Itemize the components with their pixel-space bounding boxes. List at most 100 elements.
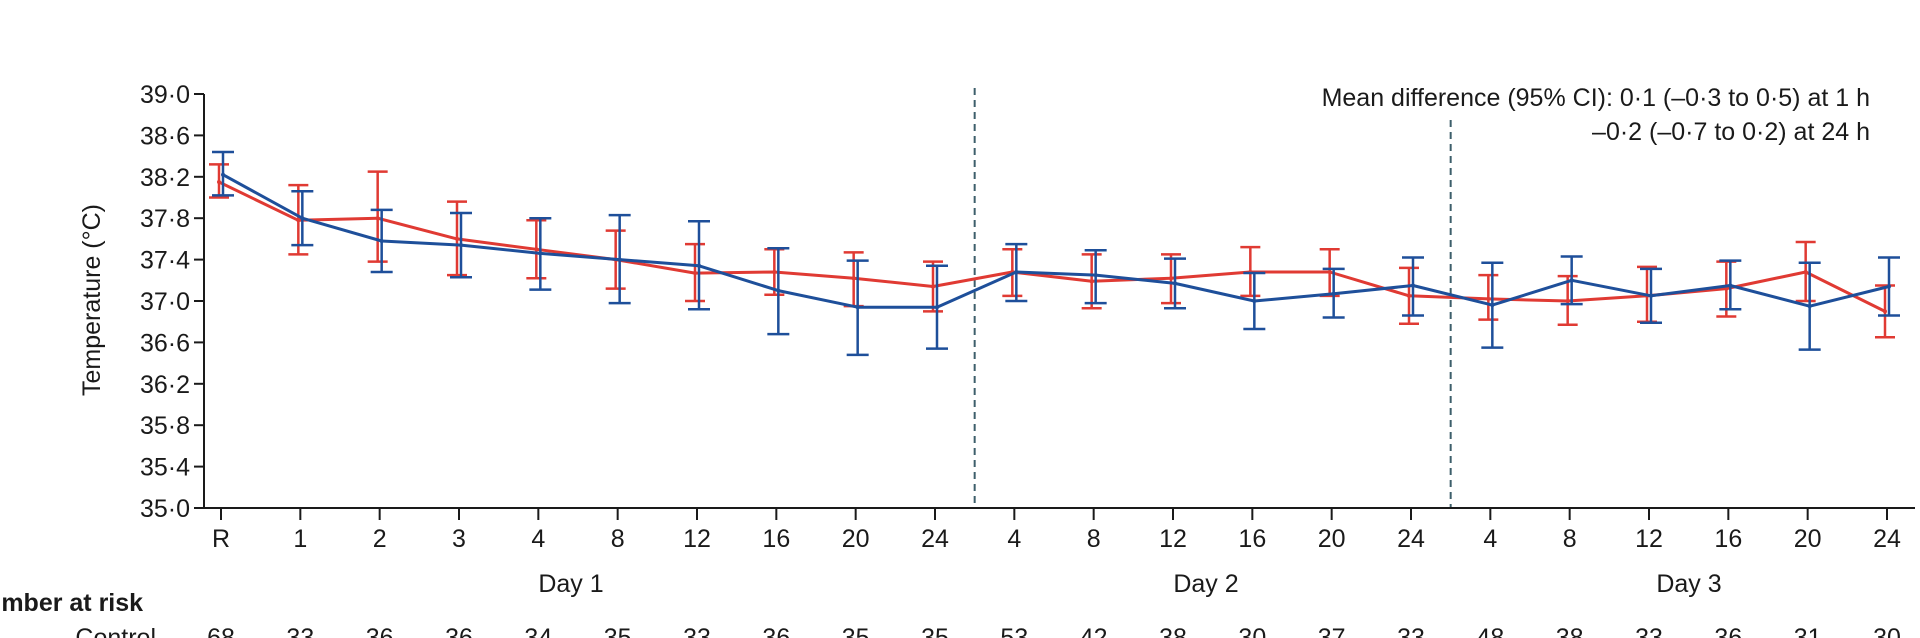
y-tick-label: 35·8 [140,412,190,440]
x-tick-label: 4 [531,525,545,553]
y-tick-label: 37·4 [140,247,190,275]
data-point-blue [1649,293,1653,298]
data-point-red [296,218,301,223]
data-point-blue [1728,283,1733,288]
risk-value-control: 42 [1080,624,1108,638]
data-point-blue [1807,304,1812,309]
risk-value-control: 48 [1476,624,1504,638]
series-red [209,163,1895,339]
day-label-3: Day 3 [1656,570,1721,598]
x-tick-label: 8 [1087,525,1101,553]
data-point-blue [1173,281,1177,286]
risk-value-control: 38 [1159,624,1187,638]
risk-value-control: 30 [1873,624,1901,638]
y-tick-label: 38·6 [140,122,190,150]
data-point-red [772,270,777,275]
risk-value-control: 31 [1794,624,1822,638]
series-line-red [218,180,1886,313]
risk-value-control: 38 [1556,624,1584,638]
data-point-blue [1093,273,1098,278]
x-axis: R 1 2 3 4 8 12 16 20 24 4 8 12 16 20 24 4 8 12 16 20 24 [204,507,1915,553]
x-tick-label: 16 [762,525,790,553]
data-point-blue [697,263,701,268]
data-point-red [1169,276,1173,281]
x-tick-label: 8 [1563,525,1577,553]
day-label-1: Day 1 [538,570,603,598]
x-tick-label: 4 [1483,525,1497,553]
data-point-red [931,284,935,289]
data-point-blue [935,305,939,310]
x-tick-label: 8 [611,525,625,553]
y-tick-label: 36·6 [140,329,190,357]
risk-value-control: 37 [1318,624,1346,638]
risk-value-control: 33 [1635,624,1663,638]
x-tick-label: 12 [683,525,711,553]
data-point-blue [1490,303,1495,308]
x-tick-label: 1 [293,525,307,553]
risk-value-control: 36 [762,624,790,638]
x-tick-label: 20 [1318,525,1346,553]
data-point-red [1089,279,1094,284]
data-point-blue [1252,299,1257,303]
data-point-red [1327,270,1332,275]
x-tick-label: R [212,525,230,553]
data-point-blue [1014,270,1019,275]
annotation-line-2: –0·2 (–0·7 to 0·2) at 24 h [1592,118,1870,146]
y-axis-label: Temperature (°C) [78,204,106,396]
data-point-red [1803,270,1808,275]
data-point-blue [855,305,860,310]
x-tick-label: 2 [373,525,387,553]
y-tick-label: 37·8 [140,205,190,233]
series-blue [212,150,1900,357]
x-tick-label: 24 [1873,525,1901,553]
data-point-blue [459,243,463,248]
data-point-red [375,216,380,221]
x-tick-label: 12 [1635,525,1663,553]
x-tick-label: 3 [452,525,466,553]
x-tick-label: 20 [1794,525,1822,553]
risk-value-control: 33 [286,624,314,638]
data-point-red [1883,309,1887,314]
risk-value-control: 30 [1238,624,1266,638]
x-tick-label: 20 [842,525,870,553]
data-point-red [534,247,539,252]
risk-value-control: 35 [842,624,870,638]
y-tick-label: 39·0 [140,81,190,109]
risk-value-control: 34 [524,624,552,638]
risk-value-control: 35 [921,624,949,638]
data-point-red [1565,299,1570,303]
risk-value-control: 33 [1397,624,1425,638]
x-tick-label: 16 [1714,525,1742,553]
y-tick-label: 35·0 [140,495,190,523]
x-tick-label: 24 [921,525,949,553]
x-tick-label: 12 [1159,525,1187,553]
day-label-2: Day 2 [1173,570,1238,598]
data-point-blue [1887,284,1891,289]
data-point-blue [1411,283,1415,288]
y-tick-label: 36·2 [140,371,190,399]
data-point-blue [1331,291,1336,296]
number-at-risk-heading: Number at risk [0,589,143,617]
control-label: Control [75,624,156,638]
number-at-risk-table: 68 33 36 36 34 35 33 36 35 35 53 42 38 30 37 33 48 38 33 36… [207,624,1901,638]
data-point-blue [1569,278,1574,283]
annotation-line-1: Mean difference (95% CI): 0·1 (–0·3 to 0… [1322,84,1870,112]
data-point-blue [776,288,781,293]
risk-value-control: 35 [604,624,632,638]
x-tick-label: 24 [1397,525,1425,553]
data-point-blue [538,251,543,256]
data-point-blue [221,172,225,177]
risk-value-control: 53 [1000,624,1028,638]
series-line-blue [222,173,1890,309]
data-point-red [1486,296,1491,301]
data-point-red [217,179,221,184]
y-tick-label: 37·0 [140,288,190,316]
y-tick-label: 35·4 [140,454,190,482]
risk-value-control: 36 [366,624,394,638]
y-axis: 39·0 38·6 38·2 37·8 37·4 37·0 36·6 36·2 35·8 35·4… [140,81,205,523]
data-point-red [455,236,459,241]
data-point-red [693,271,697,276]
y-tick-label: 38·2 [140,164,190,192]
data-point-red [1407,293,1411,298]
data-point-blue [379,238,384,243]
